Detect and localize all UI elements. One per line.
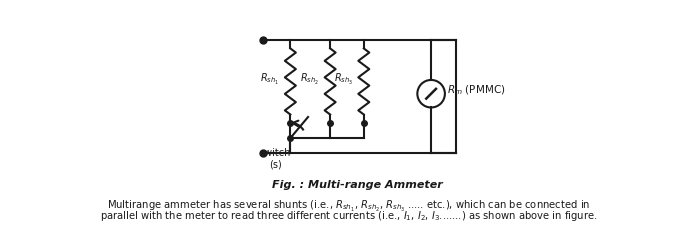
Text: Multirange ammeter has several shunts (i.e., $R_{sh_1}$, $R_{sh_2}$, $R_{sh_3}$ : Multirange ammeter has several shunts (i…	[107, 198, 590, 213]
Text: Fig. : Multi-range Ammeter: Fig. : Multi-range Ammeter	[273, 180, 443, 189]
Text: $R_{sh_3}$: $R_{sh_3}$	[334, 72, 353, 87]
Text: $R_m$ (PMMC): $R_m$ (PMMC)	[447, 83, 506, 97]
Text: $R_{sh_1}$: $R_{sh_1}$	[261, 72, 279, 87]
Text: switch
(s): switch (s)	[259, 148, 291, 169]
Text: parallel with the meter to read three different currents (i.e., $I_1$, $I_2$, $I: parallel with the meter to read three di…	[100, 209, 597, 223]
Text: $R_{sh_2}$: $R_{sh_2}$	[300, 72, 319, 87]
